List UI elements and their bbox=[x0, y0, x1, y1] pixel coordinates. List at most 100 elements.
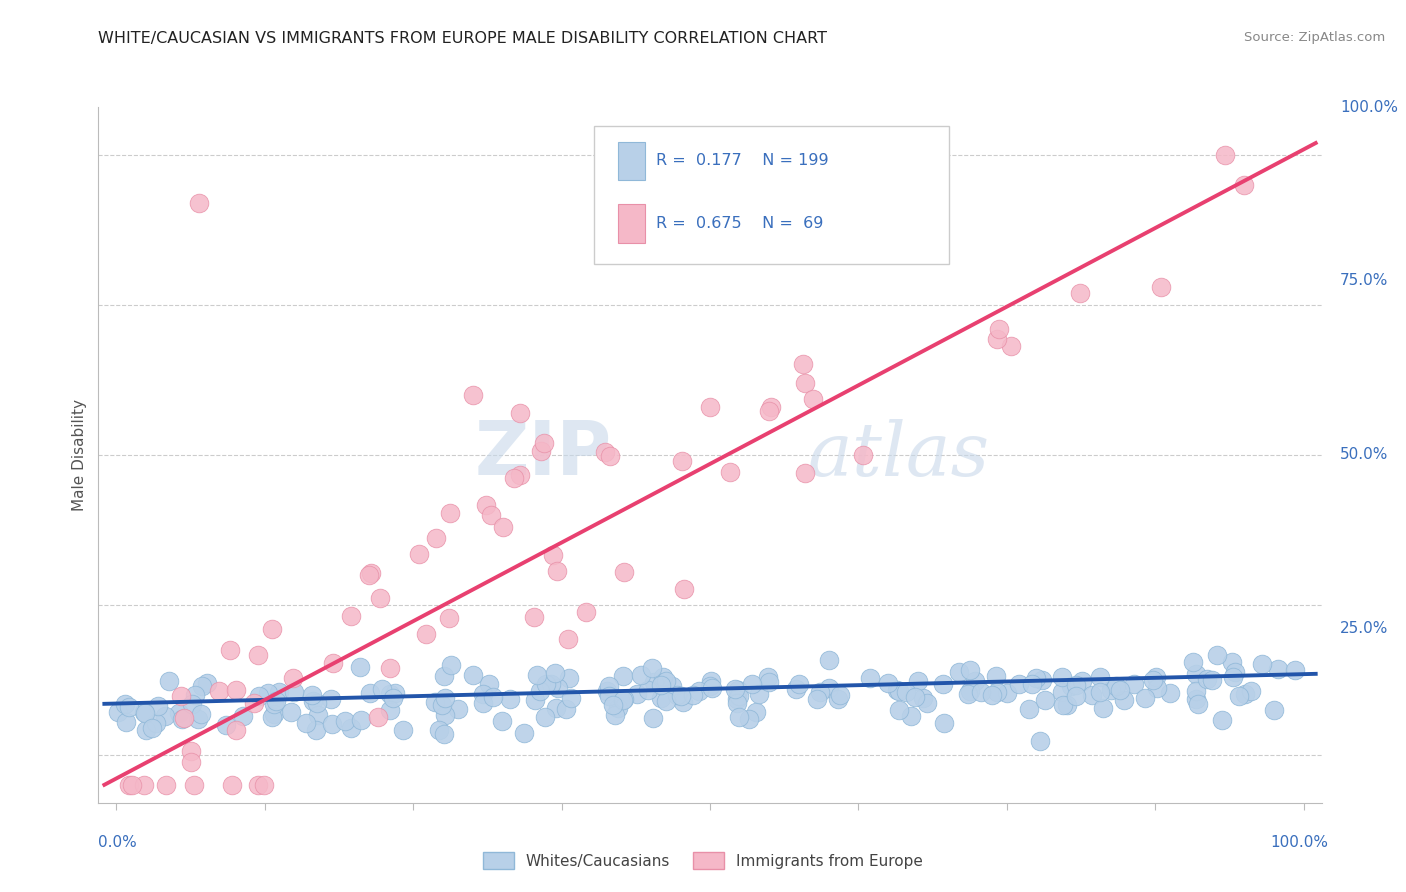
Point bbox=[170, 690, 193, 704]
Point bbox=[195, 676, 218, 690]
Point bbox=[305, 723, 328, 737]
Point bbox=[509, 406, 531, 420]
Point bbox=[491, 714, 513, 729]
Point bbox=[180, 697, 202, 711]
Point bbox=[748, 687, 770, 701]
Point bbox=[529, 684, 551, 698]
Point bbox=[808, 685, 831, 699]
Point bbox=[666, 688, 689, 702]
Point bbox=[932, 715, 955, 730]
Point bbox=[333, 714, 356, 728]
Point bbox=[533, 436, 555, 450]
Point bbox=[252, 778, 274, 792]
Point bbox=[148, 698, 170, 713]
Point bbox=[1021, 677, 1043, 691]
Point bbox=[948, 665, 970, 680]
Point bbox=[724, 682, 747, 697]
Point bbox=[1233, 687, 1256, 701]
Point bbox=[263, 697, 285, 711]
Point bbox=[612, 669, 634, 683]
Point bbox=[180, 743, 202, 757]
Point bbox=[1025, 671, 1047, 685]
Point bbox=[322, 656, 344, 670]
Point bbox=[132, 705, 155, 719]
Point bbox=[107, 705, 129, 719]
Point bbox=[738, 712, 761, 726]
Point bbox=[246, 648, 269, 662]
Point bbox=[1112, 693, 1135, 707]
Point bbox=[1223, 665, 1246, 679]
Point bbox=[1064, 690, 1087, 704]
Point bbox=[560, 690, 582, 705]
Point bbox=[1088, 685, 1111, 699]
Point bbox=[801, 392, 824, 406]
Point bbox=[368, 591, 391, 605]
Point bbox=[499, 692, 522, 706]
Point bbox=[114, 698, 136, 712]
Point bbox=[613, 565, 636, 579]
Point bbox=[859, 672, 882, 686]
Point bbox=[1197, 672, 1219, 686]
Point bbox=[613, 691, 636, 706]
Point bbox=[1205, 648, 1227, 662]
Point bbox=[725, 696, 748, 710]
Point bbox=[1267, 662, 1289, 676]
Point bbox=[741, 676, 763, 690]
Bar bbox=[619, 142, 645, 180]
Point bbox=[643, 674, 665, 689]
Point bbox=[169, 706, 191, 720]
Point bbox=[997, 686, 1019, 700]
Point bbox=[887, 683, 910, 698]
Point bbox=[378, 687, 401, 701]
Point bbox=[135, 723, 157, 738]
Point bbox=[301, 689, 323, 703]
Text: Source: ZipAtlas.com: Source: ZipAtlas.com bbox=[1244, 31, 1385, 45]
Point bbox=[540, 677, 562, 691]
Point bbox=[249, 690, 271, 704]
Point bbox=[599, 450, 621, 464]
Point bbox=[1211, 713, 1233, 727]
Point bbox=[1099, 682, 1122, 697]
Point bbox=[141, 721, 163, 735]
Point bbox=[509, 467, 531, 482]
Point bbox=[534, 677, 557, 691]
Point bbox=[523, 609, 546, 624]
Point bbox=[598, 689, 620, 703]
Point bbox=[593, 444, 616, 458]
Point bbox=[384, 686, 406, 700]
Point bbox=[1052, 671, 1074, 685]
Point bbox=[612, 693, 634, 707]
Point bbox=[817, 653, 839, 667]
Point bbox=[818, 681, 841, 695]
Point bbox=[852, 448, 875, 462]
Point bbox=[785, 681, 807, 696]
Text: 100.0%: 100.0% bbox=[1271, 836, 1329, 850]
Point bbox=[980, 688, 1002, 702]
Text: R =  0.675    N =  69: R = 0.675 N = 69 bbox=[657, 216, 824, 231]
Point bbox=[827, 692, 849, 706]
Point bbox=[349, 660, 371, 674]
Point bbox=[434, 691, 457, 706]
Point bbox=[188, 196, 211, 211]
Point bbox=[433, 707, 456, 722]
Point bbox=[481, 690, 503, 705]
Text: 50.0%: 50.0% bbox=[1340, 448, 1388, 462]
Point bbox=[1263, 702, 1285, 716]
Point bbox=[378, 661, 401, 675]
Point bbox=[439, 506, 461, 520]
Point bbox=[900, 708, 922, 723]
Point bbox=[1000, 339, 1022, 353]
Point bbox=[118, 700, 141, 714]
Point bbox=[970, 685, 993, 699]
Point bbox=[700, 673, 723, 688]
Point bbox=[727, 683, 749, 698]
Point bbox=[215, 718, 238, 732]
Point bbox=[427, 723, 450, 737]
Point bbox=[699, 680, 721, 694]
Point bbox=[725, 692, 748, 706]
Point bbox=[524, 693, 547, 707]
Point bbox=[433, 669, 456, 683]
Point bbox=[682, 689, 704, 703]
Point bbox=[1069, 285, 1091, 300]
Point bbox=[987, 322, 1010, 336]
